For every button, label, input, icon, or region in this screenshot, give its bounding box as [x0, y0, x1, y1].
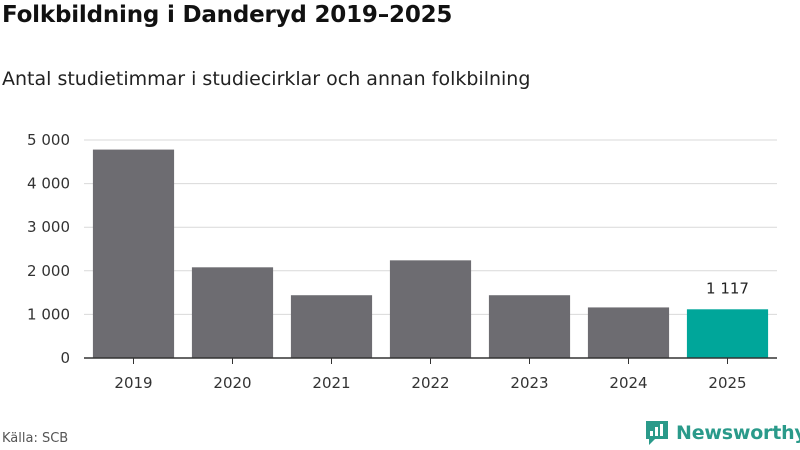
bar-2023	[488, 295, 571, 358]
x-tick-label: 2023	[510, 374, 548, 392]
y-tick-label: 4 000	[27, 175, 70, 193]
bar-2020	[191, 267, 274, 358]
y-tick-label: 3 000	[27, 218, 70, 236]
y-tick-label: 5 000	[27, 131, 70, 149]
source-note: Källa: SCB	[2, 431, 69, 446]
bar-2025	[686, 309, 769, 358]
bar-2022	[389, 260, 472, 358]
brand-logo: Newsworthy	[644, 419, 800, 447]
x-tick-label: 2024	[609, 374, 647, 392]
y-tick-label: 2 000	[27, 262, 70, 280]
bar-2021	[290, 295, 373, 358]
x-tick-label: 2020	[213, 374, 251, 392]
x-tick-label: 2019	[114, 374, 152, 392]
x-tick-label: 2025	[708, 374, 746, 392]
chart-subtitle: Antal studietimmar i studiecirklar och a…	[2, 68, 531, 90]
y-tick-label: 0	[60, 349, 70, 367]
chart-title: Folkbildning i Danderyd 2019–2025	[2, 2, 453, 28]
y-tick-label: 1 000	[27, 305, 70, 323]
x-tick-label: 2021	[312, 374, 350, 392]
brand-name: Newsworthy	[676, 422, 800, 444]
bar-2024	[587, 307, 670, 358]
bar-2019	[92, 149, 175, 358]
newsworthy-logo-icon	[646, 421, 668, 445]
data-label: 1 117	[706, 279, 749, 297]
x-tick-label: 2022	[411, 374, 449, 392]
